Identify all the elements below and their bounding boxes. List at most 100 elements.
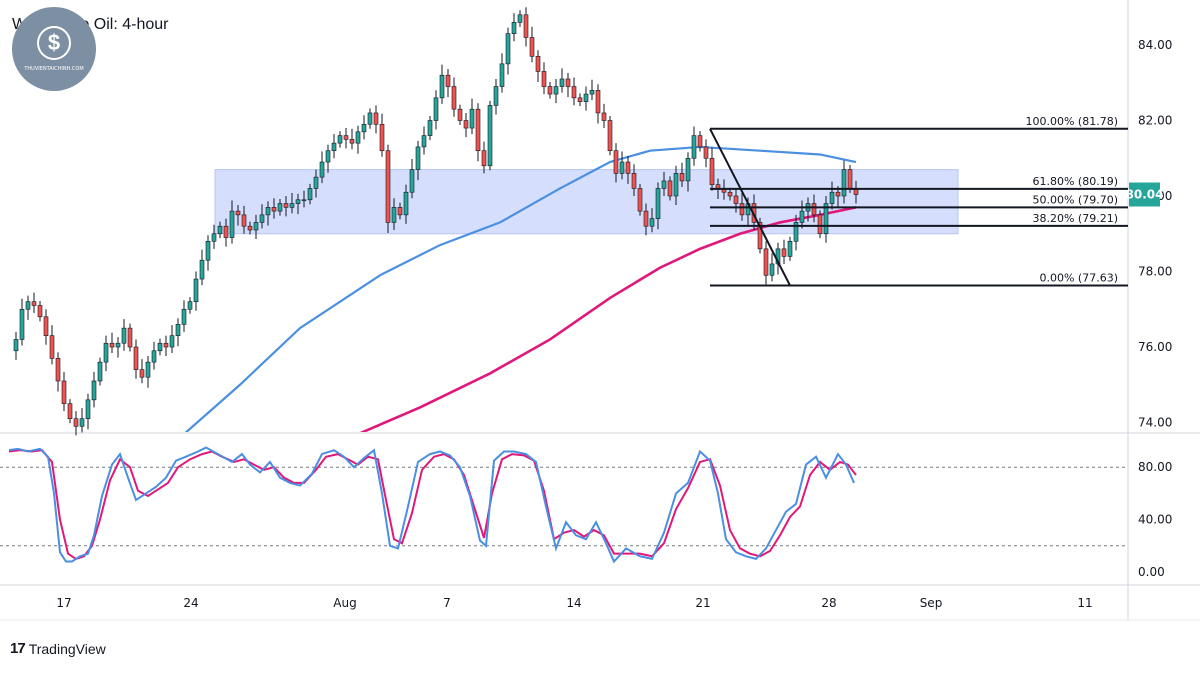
moving-averages: [184, 145, 857, 432]
candle-body: [847, 169, 853, 189]
fibonacci-trendline: [709, 128, 791, 286]
candle-body: [667, 180, 673, 197]
candle-body: [619, 161, 625, 174]
candle-body: [325, 150, 331, 163]
candle-body: [433, 97, 439, 121]
fibonacci-level-label: 61.80% (80.19): [1032, 175, 1118, 188]
time-tick-label: Sep: [920, 596, 943, 610]
candle-body: [445, 74, 451, 87]
candle-body: [313, 176, 319, 189]
candle-body: [811, 203, 817, 216]
candle-body: [391, 207, 397, 223]
candle-body: [781, 248, 787, 257]
candle-body: [235, 210, 241, 216]
candle-body: [295, 199, 301, 204]
candle-body: [595, 90, 601, 114]
watermark-logo: $ THUVIENTAICHINH.COM: [12, 7, 96, 91]
candle-body: [799, 210, 805, 223]
candle-body: [553, 86, 559, 95]
fibonacci-level-label: 38.20% (79.21): [1032, 212, 1118, 225]
candle-body: [67, 403, 73, 420]
moving-average-blue-line: [184, 145, 857, 432]
candle-body: [307, 188, 313, 201]
candle-body: [427, 120, 433, 136]
candle-body: [823, 203, 829, 235]
candle-body: [565, 78, 571, 87]
fibonacci-level-label: 0.00% (77.63): [1039, 271, 1118, 284]
fibonacci-level-label: 50.00% (79.70): [1032, 193, 1118, 206]
candle-body: [97, 361, 103, 382]
price-tick-label: 74.00: [1138, 416, 1172, 430]
candle-body: [517, 14, 523, 23]
candle-body: [529, 37, 535, 57]
candle-body: [55, 358, 61, 382]
candle-body: [541, 71, 547, 87]
price-tick-label: 82.00: [1138, 114, 1172, 128]
candle-body: [349, 139, 355, 144]
candle-body: [319, 161, 325, 178]
oscillator-tick-label: 80.00: [1138, 460, 1172, 474]
price-tick-label: 78.00: [1138, 265, 1172, 279]
candle-body: [175, 324, 181, 336]
candle-body: [601, 112, 607, 121]
fibonacci-retracement: 100.00% (81.78) 61.80% (80.19) 50.00% (79.…: [709, 115, 1128, 287]
candle-body: [253, 222, 259, 231]
time-tick-label: 17: [56, 596, 71, 610]
candle-body: [187, 301, 193, 310]
candle-body: [457, 108, 463, 121]
candle-body: [193, 278, 199, 302]
candle-body: [403, 191, 409, 216]
time-tick-label: 14: [566, 596, 581, 610]
candle-body: [637, 188, 643, 212]
candle-body: [121, 327, 127, 344]
moving-average-pink-line: [359, 206, 857, 432]
candle-body: [385, 150, 391, 223]
candle-body: [703, 146, 709, 159]
candle-body: [523, 14, 529, 38]
candle-body: [463, 120, 469, 129]
candle-body: [151, 350, 157, 363]
candle-body: [757, 222, 763, 250]
candle-body: [817, 214, 823, 235]
stochastic-oscillator: [0, 446, 1128, 564]
candle-body: [181, 308, 187, 325]
candle-body: [229, 210, 235, 238]
candle-body: [673, 173, 679, 197]
candle-body: [763, 248, 769, 276]
candle-body: [211, 233, 217, 242]
candle-body: [25, 301, 31, 310]
candle-body: [487, 105, 493, 167]
tradingview-brand[interactable]: 17 TradingView: [10, 640, 106, 657]
candle-body: [571, 86, 577, 99]
candle-body: [451, 86, 457, 110]
candle-body: [733, 195, 739, 204]
oscillator-tick-label: 0.00: [1138, 565, 1165, 579]
candle-body: [337, 135, 343, 144]
candle-body: [481, 150, 487, 167]
price-tick-label: 76.00: [1138, 340, 1172, 354]
candle-body: [73, 418, 79, 427]
time-axis: 17 24 Aug 7 14 21 28 Sep 11: [56, 596, 1092, 610]
candle-body: [343, 135, 349, 140]
candle-body: [109, 342, 115, 348]
candle-body: [205, 241, 211, 261]
candle-body: [631, 173, 637, 189]
candle-body: [655, 188, 661, 219]
brand-name: TradingView: [28, 640, 106, 657]
candle-body: [37, 305, 43, 318]
candle-body: [607, 120, 613, 152]
logo-text: THUVIENTAICHINH.COM: [24, 66, 84, 72]
candle-body: [709, 157, 715, 185]
time-tick-label: 11: [1077, 596, 1092, 610]
candle-body: [199, 259, 205, 280]
price-axis: 84.0082.0080.0078.0076.0074.0080.0040.00…: [1126, 38, 1173, 579]
candle-body: [217, 225, 223, 235]
time-tick-label: 28: [821, 596, 836, 610]
candle-body: [367, 112, 373, 125]
candle-body: [559, 78, 565, 87]
candle-body: [583, 93, 589, 102]
candle-body: [79, 418, 85, 427]
candle-body: [61, 380, 67, 404]
candle-body: [31, 301, 37, 306]
